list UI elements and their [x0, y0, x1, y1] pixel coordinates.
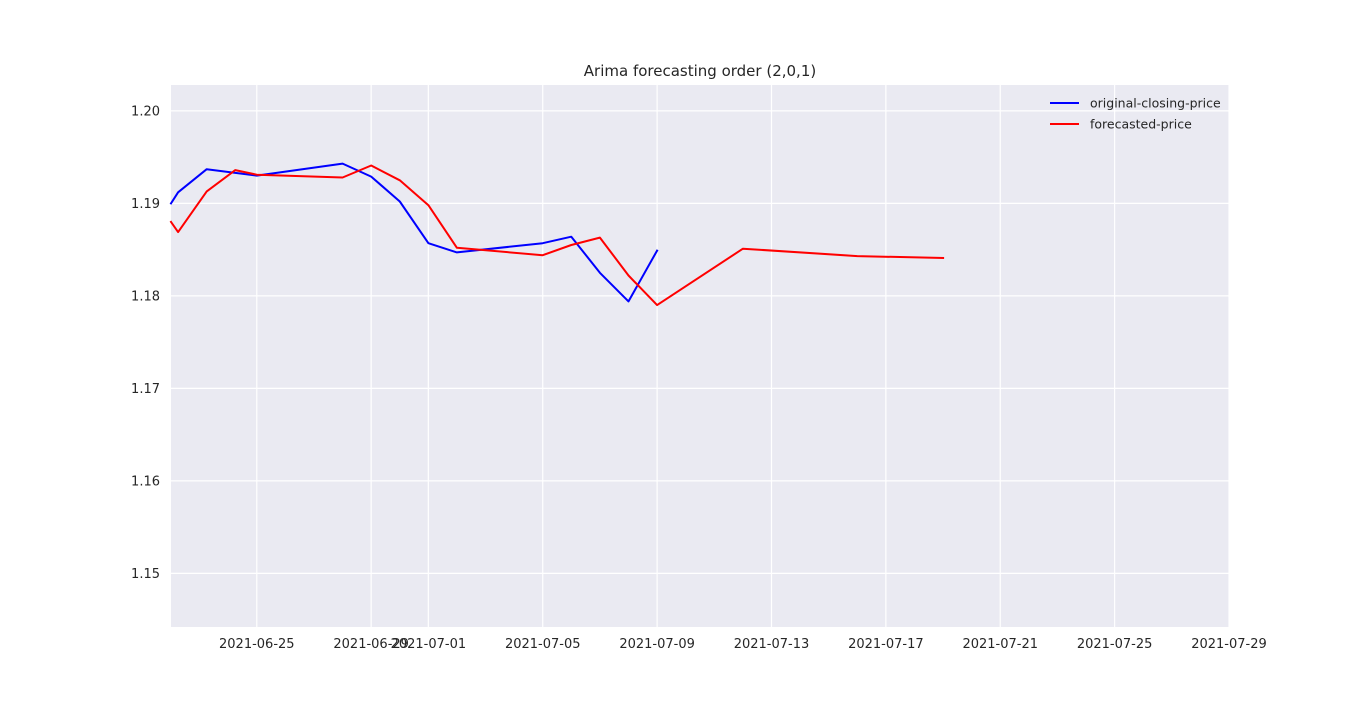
y-tick-label: 1.18 [131, 289, 160, 304]
y-tick-label: 1.15 [131, 567, 160, 582]
x-tick-label: 2021-07-17 [848, 637, 924, 652]
x-tick-label: 2021-06-25 [219, 637, 295, 652]
x-tick-label: 2021-07-29 [1191, 637, 1267, 652]
y-tick-label: 1.16 [131, 474, 160, 489]
legend: original-closing-price forecasted-price [1050, 96, 1221, 132]
y-tick-label: 1.17 [131, 382, 160, 397]
y-tick-label: 1.20 [131, 104, 160, 119]
x-tick-label: 2021-07-25 [1077, 637, 1153, 652]
grid [171, 85, 1230, 627]
chart-title: Arima forecasting order (2,0,1) [584, 62, 816, 80]
series-line-original-closing-price [169, 162, 659, 303]
x-tick-label: 2021-06-29 [333, 637, 409, 652]
series-layer [169, 162, 945, 307]
x-tick-label: 2021-07-01 [391, 637, 467, 652]
x-tick-label: 2021-07-09 [619, 637, 695, 652]
legend-label: forecasted-price [1090, 117, 1192, 132]
x-tick-label: 2021-07-05 [505, 637, 581, 652]
legend-label: original-closing-price [1090, 96, 1221, 111]
series-line-forecasted-price [169, 164, 945, 307]
y-tick-label: 1.19 [131, 197, 160, 212]
x-tick-label: 2021-07-13 [734, 637, 810, 652]
x-tick-label: 2021-07-21 [962, 637, 1038, 652]
y-axis-ticks: 1.15 1.16 1.17 1.18 1.19 1.20 [131, 104, 160, 581]
